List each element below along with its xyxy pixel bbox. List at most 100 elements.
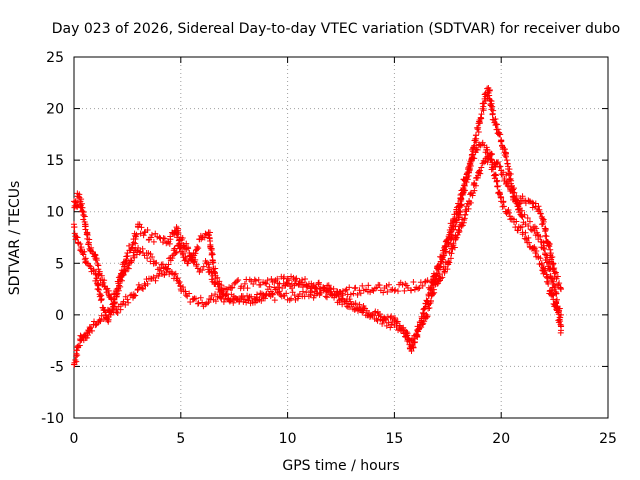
data-point [208,247,215,254]
data-point [209,259,216,266]
data-point [258,297,265,304]
data-point [254,291,261,298]
data-point [547,266,554,273]
data-point [536,206,543,213]
data-point [193,246,200,253]
data-point [384,288,391,295]
data-point [82,255,89,262]
x-axis-tick-labels: 0 5 10 15 20 25 [70,431,617,447]
data-point [476,119,483,126]
data-point [503,171,510,178]
data-point [379,320,386,327]
data-point [547,246,554,253]
data-point [117,283,124,290]
data-point [156,234,163,241]
data-point [308,289,315,296]
data-point [182,288,189,295]
data-point [553,290,560,297]
data-point [89,327,96,334]
data-point [498,137,505,144]
data-point [90,267,97,274]
data-point [540,218,547,225]
data-point [537,255,544,262]
data-point [212,298,219,305]
data-point [132,292,139,299]
data-point [116,282,123,289]
data-point [206,229,213,236]
data-point [77,241,84,248]
data-point [471,142,478,149]
data-point [82,221,89,228]
data-point [450,240,457,247]
data-point [328,288,335,295]
data-point [553,296,560,303]
data-point [124,264,131,271]
data-point [113,293,120,300]
data-point [76,342,83,349]
data-point [518,213,525,220]
data-point [350,290,357,297]
data-point [451,244,458,251]
data-point [457,196,464,203]
data-point [252,277,259,284]
data-point [172,249,179,256]
data-point [150,274,157,281]
data-point [115,287,122,294]
data-point [288,295,295,302]
data-point [166,240,173,247]
data-point [490,107,497,114]
data-point [493,121,500,128]
data-point [71,224,78,231]
data-point [268,276,275,283]
data-point [471,187,478,194]
data-point [558,286,565,293]
data-point [352,300,359,307]
data-point [521,211,528,218]
data-point [97,318,104,325]
data-point [424,313,431,320]
data-point [558,327,565,334]
data-point [431,276,438,283]
data-point [487,151,494,158]
data-point [92,270,99,277]
data-point [299,288,306,295]
data-point [518,207,525,214]
data-point [359,309,366,316]
data-point [311,284,318,291]
data-point [423,297,430,304]
data-point [200,263,207,270]
data-point [550,260,557,267]
data-point [376,310,383,317]
data-point [80,251,87,258]
data-point [556,280,563,287]
y-tick-label: 5 [55,256,64,272]
data-point [100,279,107,286]
data-point [506,209,513,216]
data-point [114,309,121,316]
data-point [436,271,443,278]
data-point [250,280,257,287]
data-point [128,257,135,264]
data-point [266,283,273,290]
data-point [122,268,129,275]
y-axis-tick-labels: -10 -5 0 5 10 15 20 25 [41,50,64,427]
data-point [399,281,406,288]
data-point [183,240,190,247]
data-point [342,287,349,294]
data-point [217,287,224,294]
data-point [394,318,401,325]
chart-title: Day 023 of 2026, Sidereal Day-to-day VTE… [52,21,620,37]
data-point [84,232,91,239]
data-point [485,155,492,162]
data-point [248,293,255,300]
data-point [323,294,330,301]
data-point [118,277,125,284]
data-point [144,255,151,262]
data-point [78,196,85,203]
data-point [497,163,504,170]
data-point [122,258,129,265]
data-point [236,298,243,305]
data-point [241,280,248,287]
data-point [359,282,366,289]
data-point [424,298,431,305]
